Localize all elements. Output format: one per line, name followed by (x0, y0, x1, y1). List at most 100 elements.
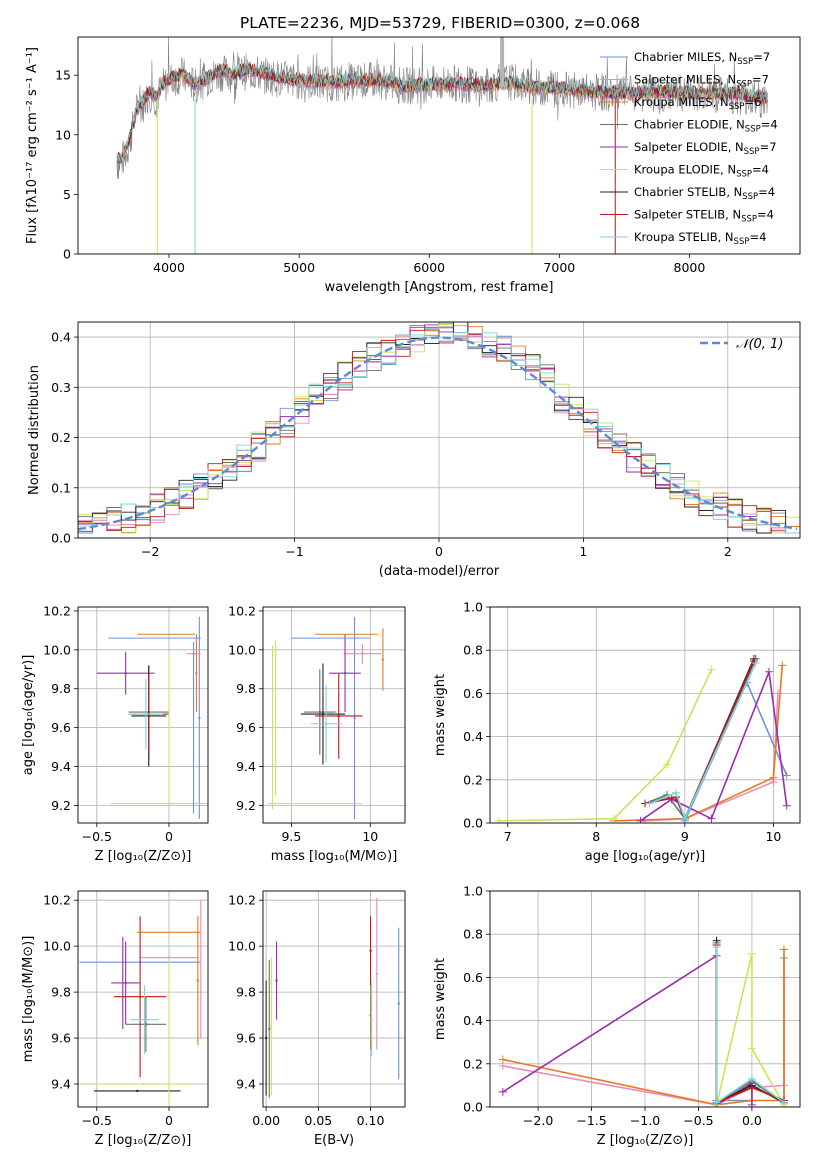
y-tick-label: 10.0 (228, 939, 256, 954)
errorbar-point (128, 679, 164, 750)
point-marker (337, 714, 340, 718)
y-tick-label: 0.0 (463, 816, 483, 831)
x-axis-label: Z [log₁₀(Z/Z⊙)] (95, 1133, 192, 1148)
errorbar-point (270, 957, 273, 1096)
y-tick-label: 10 (55, 127, 71, 142)
legend-series-name: Chabrier STELIB (634, 185, 726, 199)
errorbar-point (353, 616, 356, 820)
y-tick-label: 0.8 (463, 927, 483, 942)
histogram-8 (78, 332, 800, 534)
y-tick-label: 10.0 (43, 642, 71, 657)
weight-marker (636, 816, 645, 823)
errorbar-point (264, 980, 268, 1096)
chart-massweight-vs-age: 7 8 9 10 0.0 0.2 0.4 0.6 0.8 1.0 age [log₁₀(age/yr… (433, 600, 801, 864)
legend-nssp-prefix: , N (713, 95, 729, 109)
point-marker (141, 1082, 145, 1086)
errorbar-point (300, 663, 346, 765)
weight-marker (747, 1100, 756, 1107)
weight-marker (749, 657, 758, 665)
legend-label: Salpeter STELIB, NSSP=4 (634, 208, 774, 225)
weight-marker (751, 659, 760, 668)
errorbar-point (268, 959, 271, 1098)
point-marker (124, 671, 127, 675)
x-tick-label: 7000 (543, 260, 575, 275)
y-tick-label: 0.6 (463, 686, 483, 701)
x-axis-label: Z [log₁₀(Z/Z⊙)] (597, 1133, 694, 1148)
y-axis-label: Flux [fλ10⁻¹⁷ erg cm⁻² s⁻¹ A⁻¹] (25, 47, 40, 244)
point-marker (361, 652, 364, 655)
plot-area (78, 322, 800, 534)
errorbar-point (271, 645, 274, 810)
legend-nssp-prefix: , N (720, 73, 736, 87)
chart-age-vs-mass: 9.5 10 9.2 9.4 9.6 9.8 10.0 10.2 mass [log₁₀(M/M… (228, 603, 406, 864)
point-marker (144, 1023, 148, 1026)
axes-frame (77, 606, 209, 824)
legend-series-name: Salpeter MILES (634, 73, 720, 87)
x-tick-label: −2.0 (523, 1113, 553, 1128)
x-tick-label: 7 (504, 829, 512, 844)
legend-label: Kroupa ELODIE, NSSP=4 (634, 163, 769, 180)
legend-label: Kroupa STELIB, NSSP=4 (634, 230, 766, 247)
x-tick-label: −1.5 (576, 1113, 606, 1128)
x-tick-label: 8000 (674, 260, 706, 275)
y-axis-label: mass weight (433, 958, 448, 1040)
weight-marker (769, 773, 778, 782)
y-axis-label: Normed distribution (27, 365, 42, 495)
x-axis-label: mass [log₁₀(M/M⊙)] (271, 849, 398, 864)
point-marker (375, 972, 379, 975)
legend-nssp-subscript: SSP (737, 57, 753, 67)
legend-nssp-value: =4 (752, 163, 769, 177)
model-line-7 (116, 62, 768, 160)
x-axis-label: age [log₁₀(age/yr)] (585, 849, 706, 864)
x-tick-label: 8 (592, 829, 600, 844)
y-tick-label: 10.2 (228, 603, 256, 618)
axes-frame (262, 890, 406, 1108)
point-marker (144, 712, 148, 716)
point-marker (318, 710, 321, 714)
y-tick-label: 0.3 (51, 380, 71, 395)
weight-line-2 (613, 665, 784, 822)
axes-frame (489, 890, 801, 1108)
y-tick-label: 10.0 (228, 642, 256, 657)
weight-marker (498, 1087, 507, 1096)
legend-nssp-value: =4 (761, 118, 778, 132)
errorbar-point (93, 1089, 181, 1093)
y-tick-label: 10.0 (43, 939, 71, 954)
chart-mass-vs-Z: −0.5 0 9.4 9.6 9.8 10.0 10.2 Z [log₁₀(Z/Z⊙)] mas… (21, 890, 209, 1148)
weight-marker (712, 1098, 721, 1107)
x-tick-label: 0.00 (252, 1113, 280, 1128)
legend-nssp-value: =7 (760, 140, 777, 154)
plot-area (498, 936, 788, 1107)
point-marker (270, 1025, 273, 1028)
legend-nssp-subscript: SSP (729, 102, 745, 112)
legend-nssp-value: =7 (753, 50, 770, 64)
weight-marker (782, 771, 791, 780)
legend-series-name: Kroupa ELODIE (634, 163, 720, 177)
errorbar-point (196, 916, 200, 1045)
point-marker (124, 981, 127, 985)
y-tick-label: 0.2 (463, 1056, 483, 1071)
y-tick-label: 9.6 (51, 1031, 71, 1046)
y-tick-label: 9.4 (236, 759, 256, 774)
legend-label: Salpeter MILES, NSSP=7 (634, 73, 769, 90)
weight-marker (498, 1055, 507, 1064)
errorbar-point (198, 616, 201, 820)
chart-spectrum: 4000 5000 6000 7000 8000 0 5 10 15 Chabrier MILES… (25, 36, 801, 295)
errorbar-point (315, 673, 363, 759)
y-tick-label: 0.0 (463, 1100, 483, 1115)
y-tick-label: 0.2 (463, 772, 483, 787)
errorbar-point (397, 927, 400, 1080)
legend-nssp-value: =4 (749, 230, 766, 244)
x-tick-label: −0.5 (683, 1113, 713, 1128)
y-tick-label: 5 (63, 187, 71, 202)
weight-marker (494, 816, 503, 823)
weight-line-8 (715, 947, 785, 1105)
weight-marker (747, 949, 756, 958)
x-tick-label: 9.5 (281, 829, 301, 844)
point-marker (343, 671, 347, 675)
errorbar-point (329, 634, 361, 713)
weight-line-5 (715, 953, 785, 1106)
x-tick-label: −2 (141, 544, 159, 559)
weight-marker (672, 788, 680, 797)
errorbar-point (96, 651, 155, 695)
